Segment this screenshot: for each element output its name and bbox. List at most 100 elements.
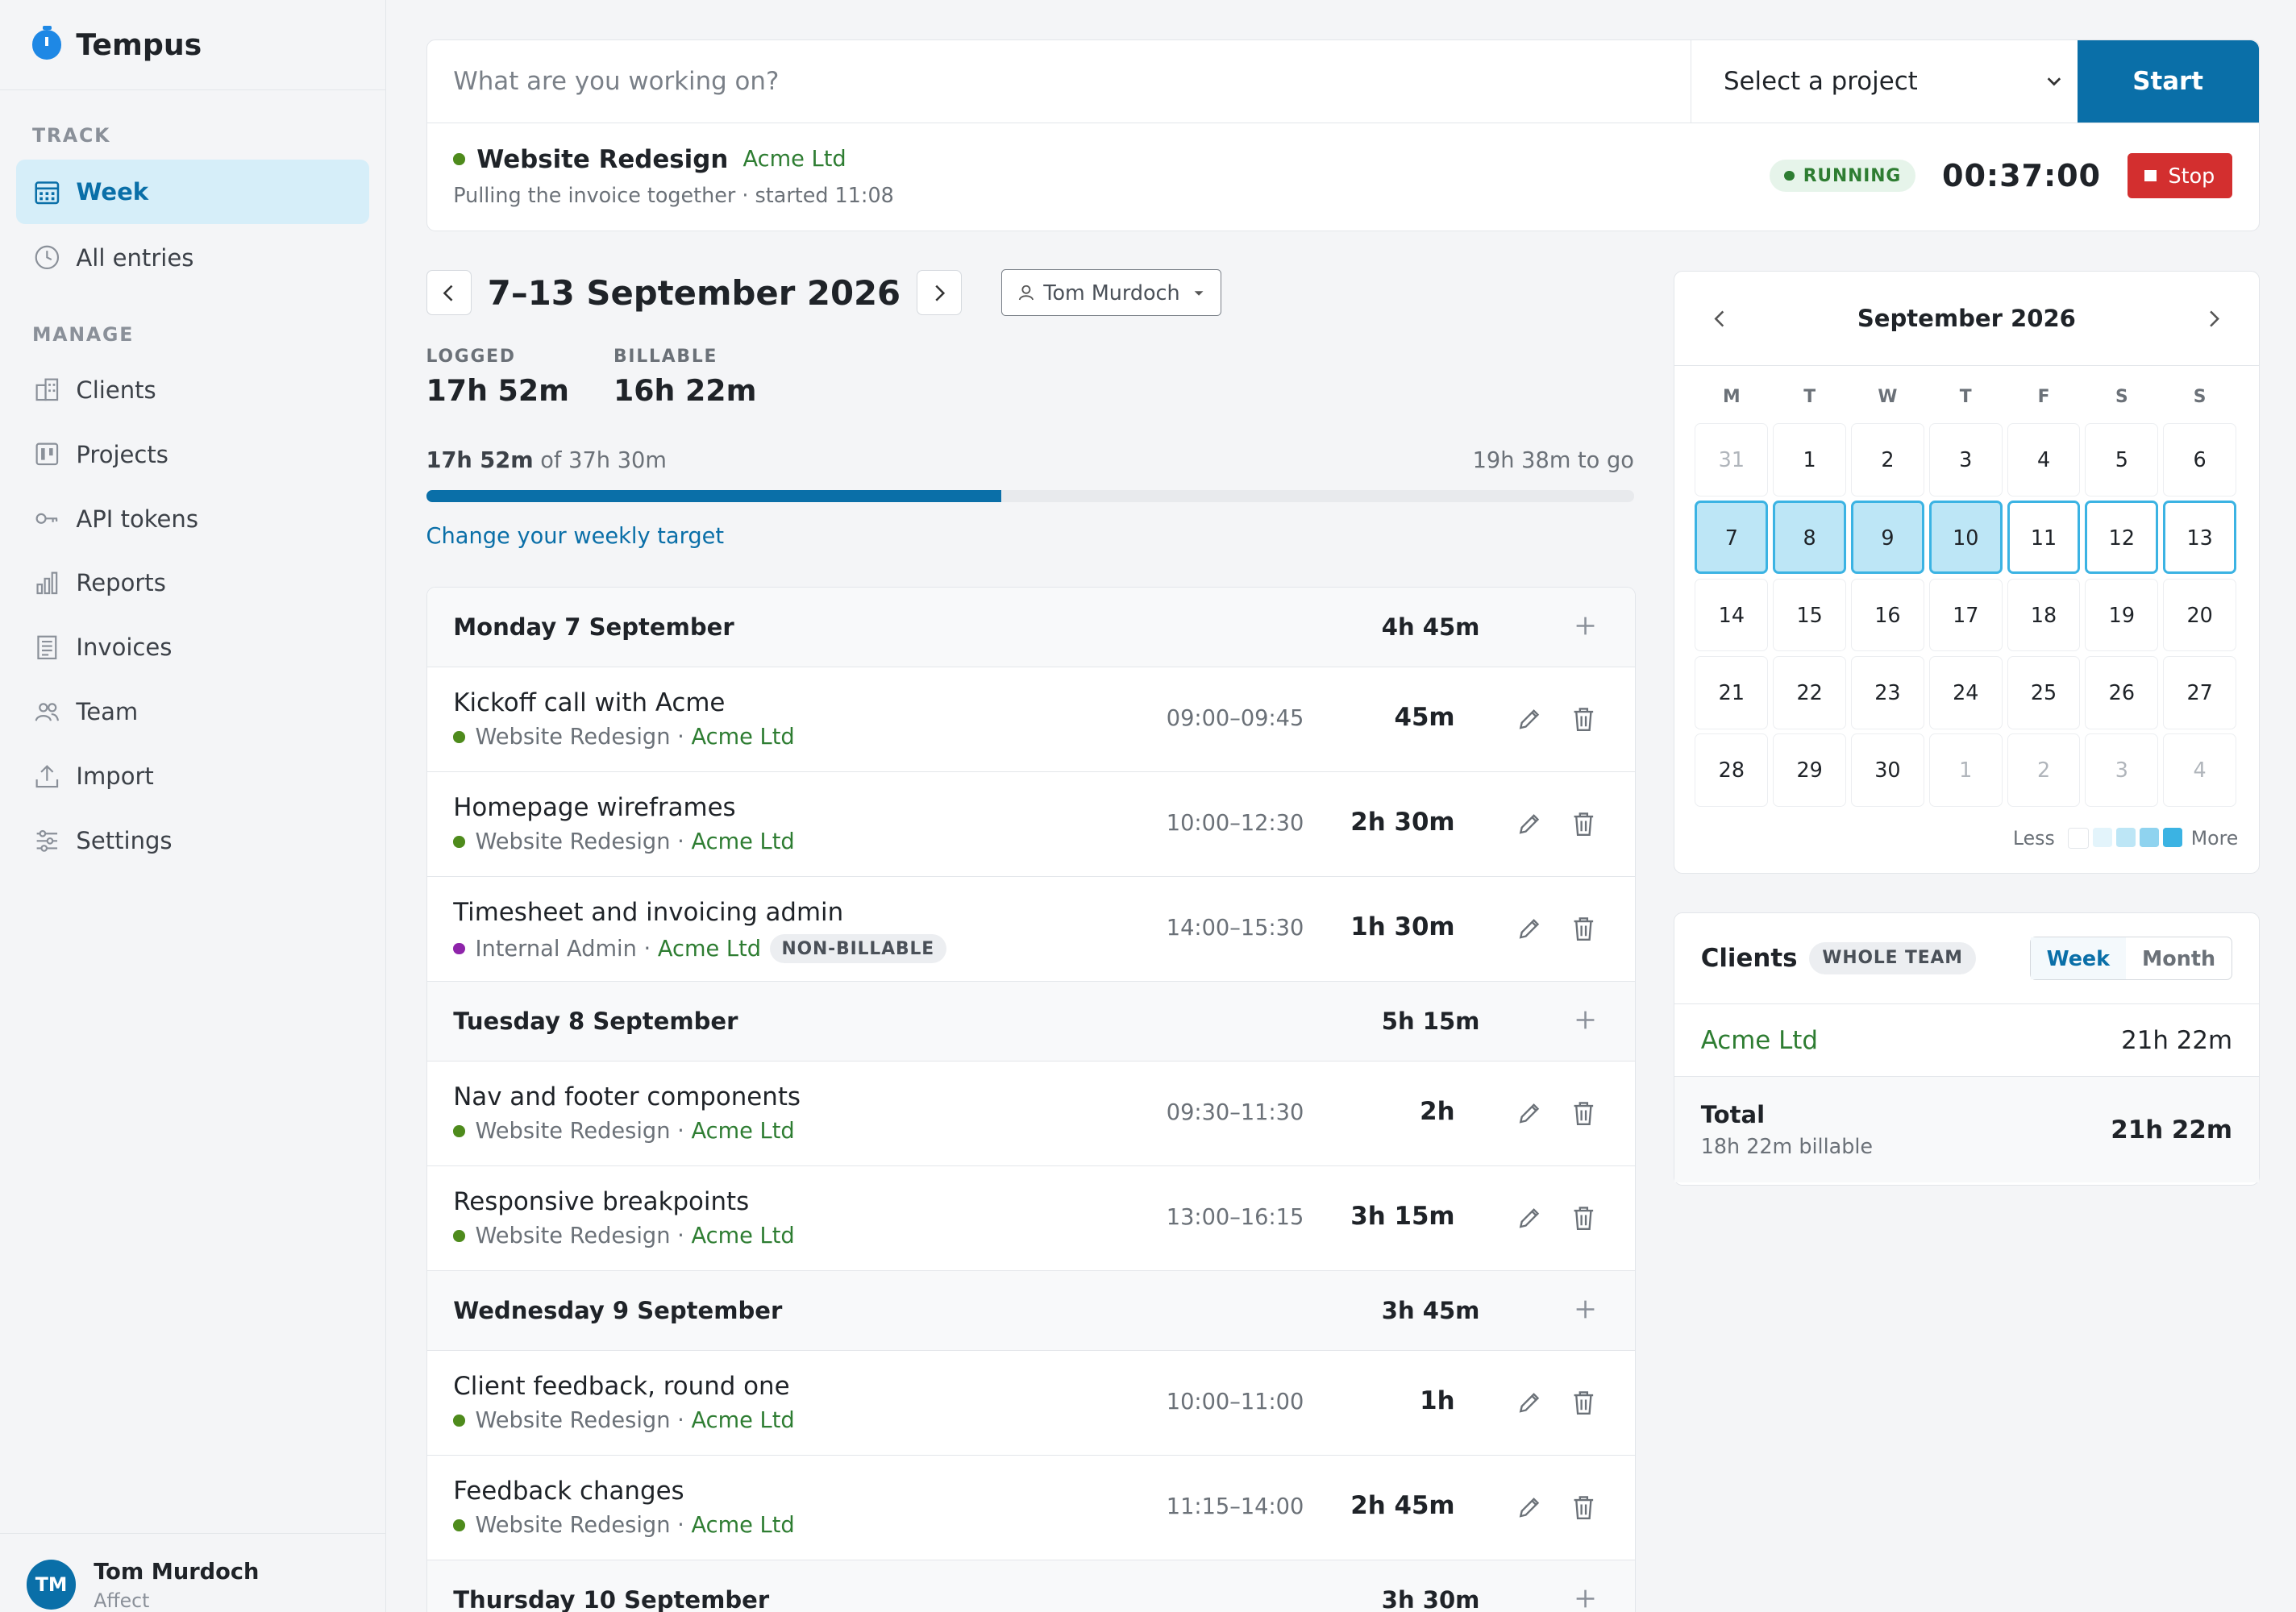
- stop-button[interactable]: Stop: [2127, 153, 2233, 198]
- sidebar-item-projects[interactable]: Projects: [16, 422, 369, 487]
- sidebar-item-week[interactable]: Week: [15, 159, 369, 224]
- calendar-day[interactable]: 4: [2163, 733, 2237, 807]
- sidebar-item-import[interactable]: Import: [16, 744, 369, 808]
- entry-row[interactable]: Client feedback, round one Website Redesi…: [426, 1351, 1635, 1456]
- calendar-day[interactable]: 17: [1928, 578, 2003, 652]
- calendar-day[interactable]: 22: [1773, 655, 1847, 729]
- calendar-day[interactable]: 14: [1695, 578, 1769, 652]
- next-week-button[interactable]: [917, 270, 963, 316]
- calendar-day[interactable]: 1: [1773, 423, 1847, 496]
- add-entry-icon[interactable]: [1574, 1583, 1597, 1612]
- prev-week-button[interactable]: [426, 270, 472, 316]
- sidebar-item-settings[interactable]: Settings: [16, 808, 369, 873]
- sidebar-item-reports[interactable]: Reports: [16, 551, 369, 616]
- entry-duration: 2h: [1420, 1096, 1455, 1126]
- calendar-day[interactable]: 13: [2163, 501, 2237, 575]
- trash-icon[interactable]: [1570, 1203, 1597, 1238]
- entry-time-range: 11:15–14:00: [1166, 1494, 1304, 1519]
- trash-icon[interactable]: [1570, 1099, 1597, 1133]
- add-entry-icon[interactable]: [1574, 610, 1597, 645]
- calendar-day[interactable]: 15: [1773, 578, 1847, 652]
- user-profile[interactable]: TM Tom Murdoch Affect: [0, 1532, 385, 1612]
- calendar-day[interactable]: 21: [1695, 655, 1769, 729]
- calendar-day[interactable]: 8: [1773, 501, 1847, 575]
- calendar-day[interactable]: 23: [1851, 655, 1924, 729]
- entry-client[interactable]: Acme Ltd: [657, 936, 762, 962]
- calendar-day[interactable]: 2: [2007, 733, 2081, 807]
- trash-icon[interactable]: [1570, 809, 1597, 844]
- project-select[interactable]: Select a project: [1691, 40, 2078, 123]
- trash-icon[interactable]: [1570, 1493, 1597, 1527]
- sidebar-item-invoices[interactable]: Invoices: [16, 615, 369, 679]
- trash-icon[interactable]: [1570, 1388, 1597, 1423]
- user-filter-dropdown[interactable]: Tom Murdoch: [1001, 269, 1222, 317]
- calendar-day[interactable]: 6: [2163, 423, 2237, 496]
- running-client[interactable]: Acme Ltd: [742, 147, 846, 172]
- calendar-day[interactable]: 25: [2007, 655, 2081, 729]
- pencil-icon[interactable]: [1515, 914, 1544, 949]
- calendar-day[interactable]: 31: [1695, 423, 1769, 496]
- sidebar-item-clients[interactable]: Clients: [16, 358, 369, 422]
- weekday-label: W: [1878, 386, 1898, 407]
- pencil-icon[interactable]: [1515, 704, 1544, 739]
- change-target-link[interactable]: Change your weekly target: [426, 524, 725, 550]
- sidebar-item-api-tokens[interactable]: API tokens: [16, 487, 369, 551]
- calendar-day[interactable]: 24: [1928, 655, 2003, 729]
- calendar-day[interactable]: 3: [1928, 423, 2003, 496]
- entry-row[interactable]: Feedback changes Website Redesign · Acme …: [426, 1456, 1635, 1561]
- logged-stat: LOGGED 17h 52m: [426, 347, 569, 407]
- tab-week[interactable]: Week: [2030, 937, 2127, 980]
- pencil-icon[interactable]: [1515, 1099, 1544, 1133]
- calendar-day[interactable]: 11: [2007, 501, 2081, 575]
- entry-client[interactable]: Acme Ltd: [691, 1119, 795, 1145]
- pencil-icon[interactable]: [1515, 1493, 1544, 1527]
- calendar-day[interactable]: 18: [2007, 578, 2081, 652]
- trash-icon[interactable]: [1570, 914, 1597, 949]
- add-entry-icon[interactable]: [1574, 1004, 1597, 1039]
- calendar-day[interactable]: 27: [2163, 655, 2237, 729]
- calendar-day[interactable]: 26: [2085, 655, 2159, 729]
- calendar-day[interactable]: 10: [1928, 501, 2003, 575]
- calendar-day[interactable]: 2: [1851, 423, 1924, 496]
- calendar-day[interactable]: 28: [1695, 733, 1769, 807]
- calendar-day[interactable]: 1: [1928, 733, 2003, 807]
- sidebar-item-team[interactable]: Team: [16, 679, 369, 744]
- calendar-day[interactable]: 30: [1851, 733, 1924, 807]
- entry-client[interactable]: Acme Ltd: [691, 1224, 795, 1249]
- calendar-day-number: 26: [2108, 680, 2135, 705]
- sidebar-item-all-entries[interactable]: All entries: [16, 226, 369, 290]
- pencil-icon[interactable]: [1515, 1203, 1544, 1238]
- client-name[interactable]: Acme Ltd: [1700, 1025, 1818, 1055]
- entry-row[interactable]: Timesheet and invoicing admin Internal Ad…: [426, 877, 1635, 983]
- calendar-day[interactable]: 9: [1851, 501, 1924, 575]
- entry-meta: Website Redesign · Acme Ltd: [453, 829, 795, 855]
- entry-client[interactable]: Acme Ltd: [691, 1408, 795, 1434]
- entry-row[interactable]: Responsive breakpoints Website Redesign ·…: [426, 1166, 1635, 1272]
- entry-row[interactable]: Homepage wireframes Website Redesign · Ac…: [426, 772, 1635, 878]
- calendar-day[interactable]: 5: [2085, 423, 2159, 496]
- calendar-day[interactable]: 29: [1773, 733, 1847, 807]
- entry-row[interactable]: Kickoff call with Acme Website Redesign ·…: [426, 667, 1635, 773]
- trash-icon[interactable]: [1570, 704, 1597, 739]
- calendar-day[interactable]: 16: [1851, 578, 1924, 652]
- calendar-day[interactable]: 4: [2007, 423, 2081, 496]
- next-month-button[interactable]: [2203, 307, 2223, 330]
- entry-row[interactable]: Nav and footer components Website Redesig…: [426, 1062, 1635, 1167]
- calendar-day[interactable]: 12: [2085, 501, 2159, 575]
- calendar-day[interactable]: 20: [2163, 578, 2237, 652]
- prev-month-button[interactable]: [1710, 307, 1730, 330]
- tab-month[interactable]: Month: [2142, 945, 2216, 970]
- start-button[interactable]: Start: [2077, 40, 2259, 123]
- calendar-day[interactable]: 19: [2085, 578, 2159, 652]
- calendar-title: September 2026: [1857, 305, 2076, 333]
- calendar-day[interactable]: 3: [2085, 733, 2159, 807]
- entry-client[interactable]: Acme Ltd: [691, 1513, 795, 1539]
- entry-client[interactable]: Acme Ltd: [691, 725, 795, 750]
- work-description-input[interactable]: [426, 40, 1691, 123]
- pencil-icon[interactable]: [1515, 1388, 1544, 1423]
- pencil-icon[interactable]: [1515, 809, 1544, 844]
- entry-client[interactable]: Acme Ltd: [691, 829, 795, 855]
- add-entry-icon[interactable]: [1574, 1294, 1597, 1328]
- calendar-day[interactable]: 7: [1695, 501, 1769, 575]
- brand[interactable]: Tempus: [0, 0, 385, 90]
